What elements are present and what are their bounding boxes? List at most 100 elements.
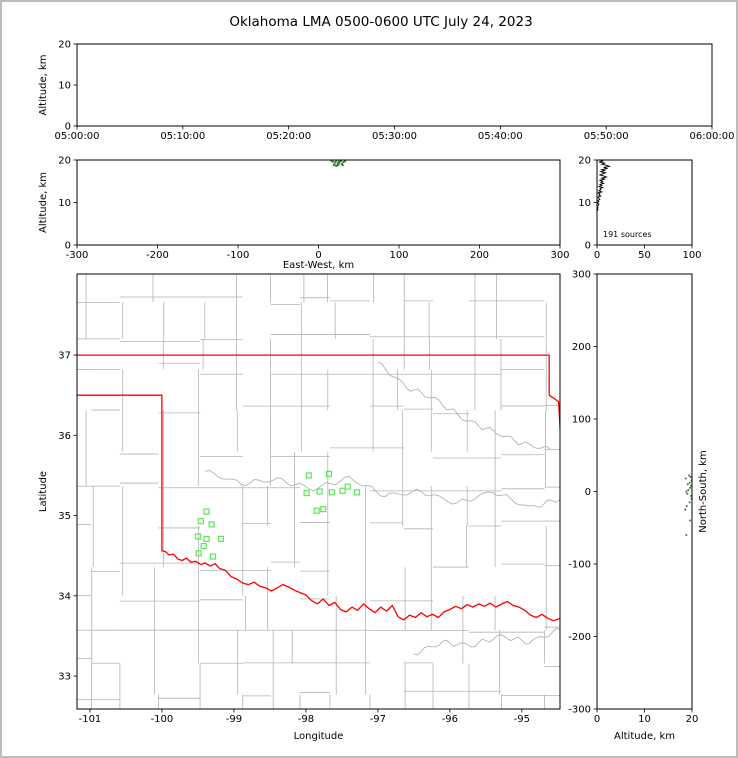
map-ytick-label: 35 xyxy=(58,511,71,522)
lma-station-marker xyxy=(217,535,225,542)
lma-station-marker xyxy=(303,490,310,497)
map-layers xyxy=(77,274,560,709)
time_height-xtick-label: 05:00:00 xyxy=(55,131,100,142)
lma-station-marker xyxy=(197,518,204,525)
ew_height-frame xyxy=(76,159,561,246)
source-dot xyxy=(342,161,345,164)
ns_height-ytick-label: 0 xyxy=(585,487,591,498)
source-dot xyxy=(689,519,692,522)
time_height-xtick-label: 05:20:00 xyxy=(266,131,311,142)
lma-station-marker xyxy=(339,487,346,494)
source-dot xyxy=(686,492,689,495)
source-dot xyxy=(337,163,340,166)
map-xtick-label: -98 xyxy=(298,714,314,725)
map-xtick-label: -100 xyxy=(151,714,174,725)
alt_histogram-ytick-label: 20 xyxy=(578,156,591,167)
ew_height-xtick-label: 300 xyxy=(550,250,569,261)
ew-source-dots xyxy=(330,159,347,168)
source-dot xyxy=(689,476,692,478)
time_height-xtick-label: 06:00:00 xyxy=(690,131,735,142)
source-dot xyxy=(685,490,688,493)
panel-alt_histogram: 0 50 100 0 10 20 xyxy=(578,156,701,262)
oklahoma-state-border xyxy=(77,354,560,622)
lma-station-marker xyxy=(353,489,361,496)
alt_histogram-xtick-label: 50 xyxy=(638,250,651,261)
river-lines xyxy=(204,362,560,656)
time_height-xtick-label: 05:30:00 xyxy=(372,131,417,142)
time_height-ytick-label: 20 xyxy=(58,40,71,51)
ew_height-xtick-label: 200 xyxy=(470,250,489,261)
ew_height-xtick-label: -200 xyxy=(146,250,169,261)
ns-source-dots xyxy=(684,474,693,536)
map-ytick-label: 33 xyxy=(58,672,71,683)
time_height-ytick-label: 10 xyxy=(58,81,71,92)
source-dot xyxy=(335,164,338,168)
ns_height-ytick-label: 200 xyxy=(572,342,591,353)
ew_height-xtick-label: -300 xyxy=(66,250,89,261)
ns_height-xtick-label: 20 xyxy=(686,714,699,725)
source-dot xyxy=(684,477,687,480)
ns_height-ytick-label: 300 xyxy=(572,270,591,281)
source-dot xyxy=(332,164,335,167)
map-xtick-label: -96 xyxy=(442,714,458,725)
ns_height-ytick-label: -200 xyxy=(568,632,591,643)
lma-station-marker xyxy=(313,507,320,514)
source-dot xyxy=(688,474,691,477)
panel-ns_height: 0 10 20 300 200 100 0 -100 -200 -300 Altitude, km N… xyxy=(568,270,709,743)
source-dot xyxy=(331,160,335,163)
lma-station-marker xyxy=(305,472,312,479)
map-ytick-label: 37 xyxy=(58,351,71,362)
source-dot xyxy=(688,481,691,484)
map-frame xyxy=(76,273,561,710)
panel-ew_height: -300 -200 -100 0 100 200 300 0 10 20 East-West, km… xyxy=(38,156,570,272)
ew_height-xtick-label: 0 xyxy=(315,250,321,261)
map-ylabel: Latitude xyxy=(38,471,49,512)
map-xtick-label: -101 xyxy=(79,714,102,725)
lma-station-markers xyxy=(194,470,361,560)
ns_height-xtick-label: 10 xyxy=(638,714,651,725)
source-dot xyxy=(685,534,688,536)
ew_height-ytick-label: 10 xyxy=(58,198,71,209)
ns_height-frame xyxy=(596,273,693,710)
time_height-ytick-label: 0 xyxy=(65,122,71,133)
lma-station-marker xyxy=(328,489,335,496)
time_height-ylabel: Altitude, km xyxy=(38,55,49,116)
panel-alt_histogram-extras: 191 sources xyxy=(603,230,652,239)
source-dot xyxy=(334,161,337,164)
ns_height-ytick-label: -300 xyxy=(568,705,591,716)
ew_height-xtick-label: -100 xyxy=(227,250,250,261)
map-xlabel: Longitude xyxy=(294,731,344,742)
alt_histogram-xtick-label: 100 xyxy=(682,250,701,261)
source-dot xyxy=(687,489,690,492)
ew_height-xtick-label: 100 xyxy=(389,250,408,261)
ns_height-ytick-label: 100 xyxy=(572,415,591,426)
source-dot xyxy=(343,160,347,163)
altitude-histogram-trace xyxy=(596,159,612,213)
source-count-annotation: 191 sources xyxy=(603,230,652,239)
map-ytick-label: 34 xyxy=(58,591,71,602)
ew_height-xlabel: East-West, km xyxy=(283,260,354,271)
lma-station-marker xyxy=(320,506,327,513)
ns_height-ytick-label: -100 xyxy=(568,560,591,571)
time_height-xtick-label: 05:50:00 xyxy=(584,131,629,142)
map-xtick-label: -95 xyxy=(514,714,530,725)
alt_histogram-ytick-label: 0 xyxy=(585,241,591,252)
lma-station-marker xyxy=(208,521,215,528)
map-xtick-label: -99 xyxy=(226,714,242,725)
lma-station-marker xyxy=(344,483,351,490)
source-dot xyxy=(684,508,687,511)
source-dot xyxy=(688,501,691,504)
lma-station-marker xyxy=(325,470,333,477)
time_height-xtick-label: 05:40:00 xyxy=(478,131,523,142)
figure-title: Oklahoma LMA 0500-0600 UTC July 24, 2023 xyxy=(229,14,533,30)
source-dot xyxy=(689,486,692,489)
panel-map: -101 -100 -99 -98 -97 -96 -95 33 34 35 36 37 Longitu… xyxy=(38,351,530,742)
lma-station-marker xyxy=(316,488,323,495)
time_height-xtick-label: 05:10:00 xyxy=(160,131,205,142)
county-boundaries xyxy=(77,274,560,709)
alt_histogram-ytick-label: 10 xyxy=(578,198,591,209)
lma-station-marker xyxy=(195,550,202,557)
ew_height-ytick-label: 0 xyxy=(65,241,71,252)
